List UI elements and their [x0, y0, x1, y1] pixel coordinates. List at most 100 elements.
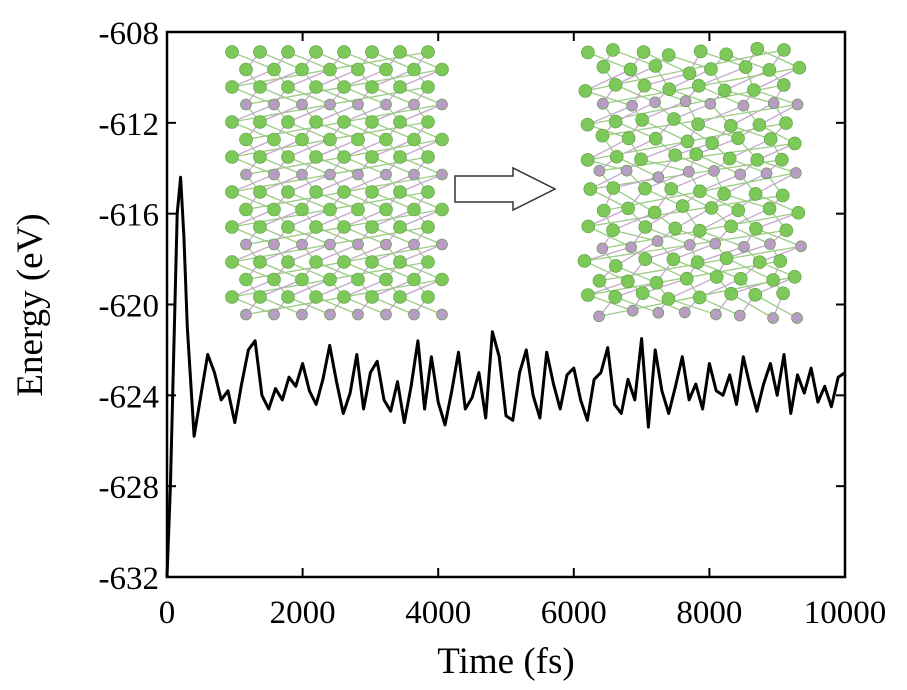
atom — [738, 240, 750, 253]
atom — [337, 185, 351, 199]
atom — [762, 63, 777, 77]
bond — [259, 243, 303, 263]
bond — [674, 154, 715, 172]
bond — [698, 66, 746, 87]
atom — [635, 286, 650, 301]
atom — [692, 290, 707, 305]
bond — [231, 138, 275, 158]
bond — [673, 118, 713, 144]
atom — [638, 181, 652, 196]
atom — [379, 62, 393, 77]
bond — [674, 207, 712, 229]
atom — [324, 238, 336, 251]
atom — [750, 153, 765, 167]
atom — [791, 312, 803, 324]
bond — [315, 173, 359, 193]
bond — [753, 67, 800, 91]
atom — [309, 115, 323, 129]
y-tick-label: -620 — [99, 289, 160, 325]
atom — [309, 150, 323, 164]
plot-frame — [165, 30, 847, 579]
atom — [593, 310, 605, 323]
bond — [642, 278, 687, 294]
bond — [612, 211, 655, 231]
atom — [393, 220, 407, 234]
y-axis-label: Energy (eV) — [10, 213, 51, 396]
atom — [337, 115, 351, 129]
atom — [407, 272, 421, 287]
bond — [287, 138, 331, 158]
atom — [295, 62, 309, 77]
atom — [606, 181, 621, 195]
atom — [337, 255, 351, 269]
atom — [795, 240, 807, 253]
atom — [748, 187, 763, 201]
atom — [710, 308, 722, 321]
bond — [343, 243, 387, 263]
atom — [365, 115, 379, 129]
atom — [309, 255, 323, 269]
atom — [750, 41, 765, 56]
atom — [717, 83, 732, 98]
bond — [753, 89, 798, 106]
atom — [253, 45, 267, 59]
atom — [435, 132, 449, 147]
bond — [613, 176, 659, 189]
atom — [775, 188, 790, 203]
atom — [627, 304, 639, 317]
atom — [393, 80, 407, 94]
atom — [767, 312, 779, 324]
atom — [393, 45, 407, 59]
atom — [638, 252, 653, 267]
bond — [315, 243, 359, 263]
atom — [668, 221, 683, 236]
atom — [581, 45, 595, 60]
bond — [343, 68, 387, 88]
bond — [287, 173, 331, 193]
atom — [309, 185, 323, 199]
bond — [723, 172, 767, 195]
atom — [324, 98, 336, 111]
atom — [692, 79, 706, 93]
atom — [652, 171, 665, 183]
bond — [673, 243, 716, 260]
atom — [608, 78, 623, 92]
atom — [225, 80, 239, 94]
atom — [239, 272, 253, 287]
bond — [615, 282, 657, 298]
bond — [724, 69, 770, 92]
bond — [259, 278, 303, 298]
bond — [641, 100, 686, 121]
atom — [352, 98, 364, 111]
atom — [779, 223, 794, 238]
bond — [759, 103, 798, 126]
bond — [259, 208, 303, 228]
atom — [649, 275, 664, 290]
atom — [621, 131, 636, 146]
atom — [668, 148, 682, 162]
atom — [638, 220, 653, 234]
atom — [365, 185, 379, 199]
atom — [722, 151, 737, 166]
bond — [729, 138, 771, 160]
atom — [309, 80, 323, 94]
atom — [337, 150, 351, 164]
atom — [777, 43, 791, 57]
bond — [231, 103, 275, 123]
bond — [343, 173, 387, 193]
atom — [295, 202, 309, 217]
energy-line — [165, 175, 846, 578]
atom — [733, 272, 748, 286]
atom — [724, 287, 739, 301]
atom — [581, 288, 595, 302]
bond — [695, 153, 741, 175]
atom — [225, 220, 239, 234]
atom — [623, 62, 638, 77]
bond — [315, 208, 359, 228]
atom — [666, 252, 681, 267]
atom — [352, 308, 364, 321]
bond — [699, 173, 741, 192]
y-tick-label: -632 — [99, 561, 160, 597]
atom — [581, 219, 596, 234]
atom — [421, 255, 435, 269]
